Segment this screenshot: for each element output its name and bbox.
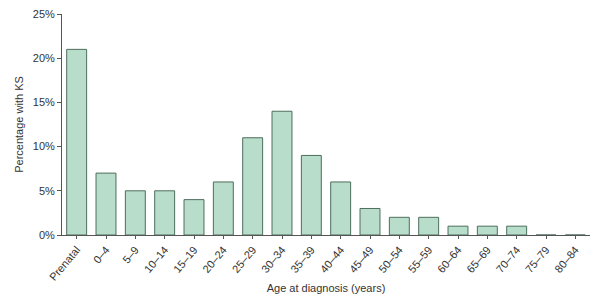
svg-text:Percentage with KS: Percentage with KS (13, 76, 25, 173)
svg-text:45–49: 45–49 (347, 244, 376, 275)
svg-text:0%: 0% (39, 229, 55, 241)
svg-text:75–79: 75–79 (523, 244, 552, 275)
svg-text:Age at diagnosis (years): Age at diagnosis (years) (267, 282, 386, 294)
svg-text:40–44: 40–44 (318, 244, 347, 275)
svg-text:25–29: 25–29 (230, 244, 259, 275)
svg-text:25%: 25% (33, 8, 55, 20)
svg-text:5%: 5% (39, 185, 55, 197)
svg-text:50–54: 50–54 (376, 244, 405, 275)
svg-text:0–4: 0–4 (91, 244, 112, 266)
svg-text:20%: 20% (33, 52, 55, 64)
svg-text:65–69: 65–69 (464, 244, 493, 275)
svg-text:15–19: 15–19 (171, 244, 200, 275)
svg-text:15%: 15% (33, 96, 55, 108)
svg-text:Prenatal: Prenatal (47, 244, 83, 283)
svg-text:10%: 10% (33, 140, 55, 152)
svg-text:60–64: 60–64 (435, 244, 464, 275)
svg-text:5–9: 5–9 (120, 244, 141, 266)
svg-text:80–84: 80–84 (552, 244, 581, 275)
svg-text:70–74: 70–74 (494, 244, 523, 275)
svg-text:20–24: 20–24 (200, 244, 229, 275)
svg-text:10–14: 10–14 (142, 244, 171, 275)
svg-text:35–39: 35–39 (288, 244, 317, 275)
svg-text:55–59: 55–59 (406, 244, 435, 275)
svg-text:30–34: 30–34 (259, 244, 288, 275)
